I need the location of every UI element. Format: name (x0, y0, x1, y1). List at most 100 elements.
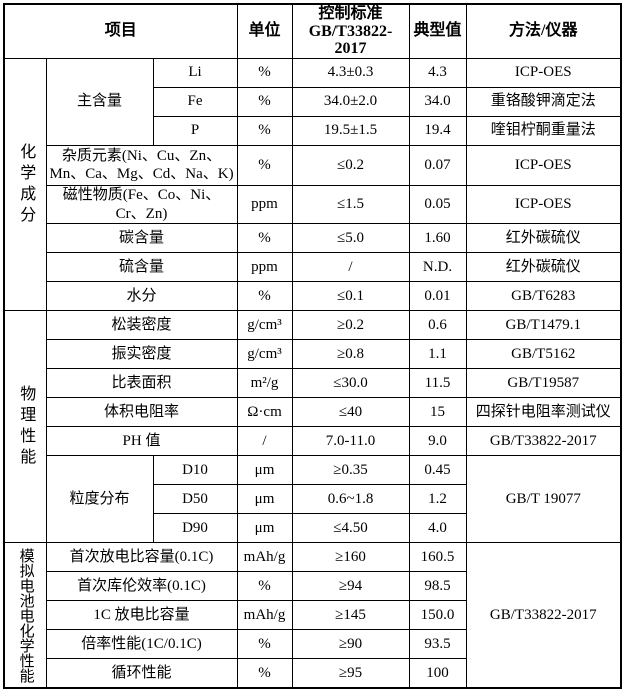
typical-cell: 4.0 (408, 513, 467, 544)
typical-cell: 19.4 (408, 115, 467, 146)
unit-cell: μm (236, 484, 293, 515)
unit-cell: μm (236, 513, 293, 544)
unit-cell: Ω·cm (236, 397, 293, 428)
item-cell: 磁性物质(Fe、Co、Ni、Cr、Zn) (45, 184, 238, 225)
item-cell: 首次库伦效率(0.1C) (45, 571, 238, 602)
group-particle-size: 粒度分布 (45, 455, 154, 544)
typical-cell: 100 (408, 658, 467, 689)
row-tap-density: 振实密度 g/cm³ ≥0.8 1.1 GB/T5162 (4, 339, 622, 370)
typical-cell: 1.2 (408, 484, 467, 515)
row-impurity: 杂质元素(Ni、Cu、Zn、Mn、Ca、Mg、Cd、Na、K) % ≤0.2 0… (4, 144, 622, 186)
item-cell: D50 (152, 484, 238, 515)
row-sulfur: 硫含量 ppm / N.D. 红外碳硫仪 (4, 252, 622, 283)
row-li: 化学成分 主含量 Li % 4.3±0.3 4.3 ICP-OES (3, 57, 622, 312)
header-standard-line1: 控制标准 (318, 5, 383, 22)
standard-cell: ≤30.0 (291, 368, 410, 399)
row-resistivity: 体积电阻率 Ω·cm ≤40 15 四探针电阻率测试仪 (4, 397, 622, 428)
method-cell: 重铬酸钾滴定法 (465, 86, 622, 117)
method-cell: ICP-OES (465, 57, 622, 88)
group-main-content: 主含量 (45, 57, 154, 146)
header-typical: 典型值 (408, 3, 467, 59)
method-cell: 红外碳硫仪 (465, 252, 622, 283)
standard-cell: 0.6~1.8 (291, 484, 410, 515)
unit-cell: % (236, 281, 293, 312)
section-chemical-label: 化学成分 (3, 57, 47, 312)
row-bulk-density: 物理性能 松装密度 g/cm³ ≥0.2 0.6 GB/T1479.1 (3, 310, 622, 544)
unit-cell: % (236, 115, 293, 146)
typical-cell: 0.01 (408, 281, 467, 312)
method-cell-particle-size: GB/T 19077 (465, 455, 622, 544)
method-cell: GB/T19587 (465, 368, 622, 399)
typical-cell: 15 (408, 397, 467, 428)
header-standard: 控制标准 GB/T33822-2017 (291, 3, 410, 59)
typical-cell: 9.0 (408, 426, 467, 457)
standard-cell: 4.3±0.3 (291, 57, 410, 88)
unit-cell: / (236, 426, 293, 457)
item-cell: 循环性能 (45, 658, 238, 689)
method-cell: ICP-OES (465, 184, 622, 225)
standard-cell: 34.0±2.0 (291, 86, 410, 117)
typical-cell: 0.6 (408, 310, 467, 341)
header-row: 项目 单位 控制标准 GB/T33822-2017 典型值 方法/仪器 (3, 3, 622, 59)
section-electrochemical-text: 模拟电池电化学性能 (17, 547, 34, 683)
item-cell: 水分 (45, 281, 238, 312)
item-cell: Fe (152, 86, 238, 117)
unit-cell: mAh/g (236, 542, 293, 573)
unit-cell: ppm (236, 184, 293, 225)
standard-cell: ≤1.5 (291, 184, 410, 225)
typical-cell: 1.1 (408, 339, 467, 370)
unit-cell: g/cm³ (236, 339, 293, 370)
standard-cell: ≤4.50 (291, 513, 410, 544)
header-standard-line2: GB/T33822-2017 (308, 22, 393, 58)
standard-cell: ≤0.2 (291, 144, 410, 186)
method-cell: GB/T6283 (465, 281, 622, 312)
item-cell: PH 值 (45, 426, 238, 457)
standard-cell: ≤0.1 (291, 281, 410, 312)
section-chemical-text: 化学成分 (17, 142, 35, 227)
method-cell: 喹钼柠酮重量法 (465, 115, 622, 146)
unit-cell: m²/g (236, 368, 293, 399)
unit-cell: % (236, 629, 293, 660)
item-cell: 倍率性能(1C/0.1C) (45, 629, 238, 660)
method-cell: 红外碳硫仪 (465, 223, 622, 254)
standard-cell: ≥90 (291, 629, 410, 660)
item-cell: 杂质元素(Ni、Cu、Zn、Mn、Ca、Mg、Cd、Na、K) (45, 144, 238, 186)
unit-cell: μm (236, 455, 293, 486)
typical-cell: N.D. (408, 252, 467, 283)
item-cell: 首次放电比容量(0.1C) (45, 542, 238, 573)
standard-cell: ≥95 (291, 658, 410, 689)
item-cell: 碳含量 (45, 223, 238, 254)
unit-cell: % (236, 571, 293, 602)
item-cell: D10 (152, 455, 238, 486)
method-cell: GB/T1479.1 (465, 310, 622, 341)
row-surface-area: 比表面积 m²/g ≤30.0 11.5 GB/T19587 (4, 368, 622, 399)
section-physical-text: 物理性能 (17, 384, 35, 469)
typical-cell: 150.0 (408, 600, 467, 631)
row-rate-performance: 倍率性能(1C/0.1C) % ≥90 93.5 (4, 629, 621, 660)
header-method: 方法/仪器 (465, 3, 622, 59)
method-cell-electrochemical: GB/T33822-2017 (465, 542, 622, 689)
standard-cell: 19.5±1.5 (291, 115, 410, 146)
row-magnetic: 磁性物质(Fe、Co、Ni、Cr、Zn) ppm ≤1.5 0.05 ICP-O… (4, 184, 622, 225)
standard-cell: ≤40 (291, 397, 410, 428)
header-unit: 单位 (236, 3, 293, 59)
item-cell: 1C 放电比容量 (45, 600, 238, 631)
section-physical-label: 物理性能 (3, 310, 47, 544)
section-electrochemical-label: 模拟电池电化学性能 (3, 542, 47, 689)
standard-cell: ≥0.8 (291, 339, 410, 370)
standard-cell: ≥0.2 (291, 310, 410, 341)
typical-cell: 34.0 (408, 86, 467, 117)
row-p: P % 19.5±1.5 19.4 喹钼柠酮重量法 (4, 115, 622, 146)
item-cell: Li (152, 57, 238, 88)
item-cell: 比表面积 (45, 368, 238, 399)
typical-cell: 11.5 (408, 368, 467, 399)
item-cell: 松装密度 (45, 310, 238, 341)
method-cell: ICP-OES (465, 144, 622, 186)
standard-cell: ≤5.0 (291, 223, 410, 254)
typical-cell: 98.5 (408, 571, 467, 602)
row-ph: PH 值 / 7.0-11.0 9.0 GB/T33822-2017 (4, 426, 622, 457)
method-cell: GB/T5162 (465, 339, 622, 370)
item-cell: 体积电阻率 (45, 397, 238, 428)
item-cell: P (152, 115, 238, 146)
